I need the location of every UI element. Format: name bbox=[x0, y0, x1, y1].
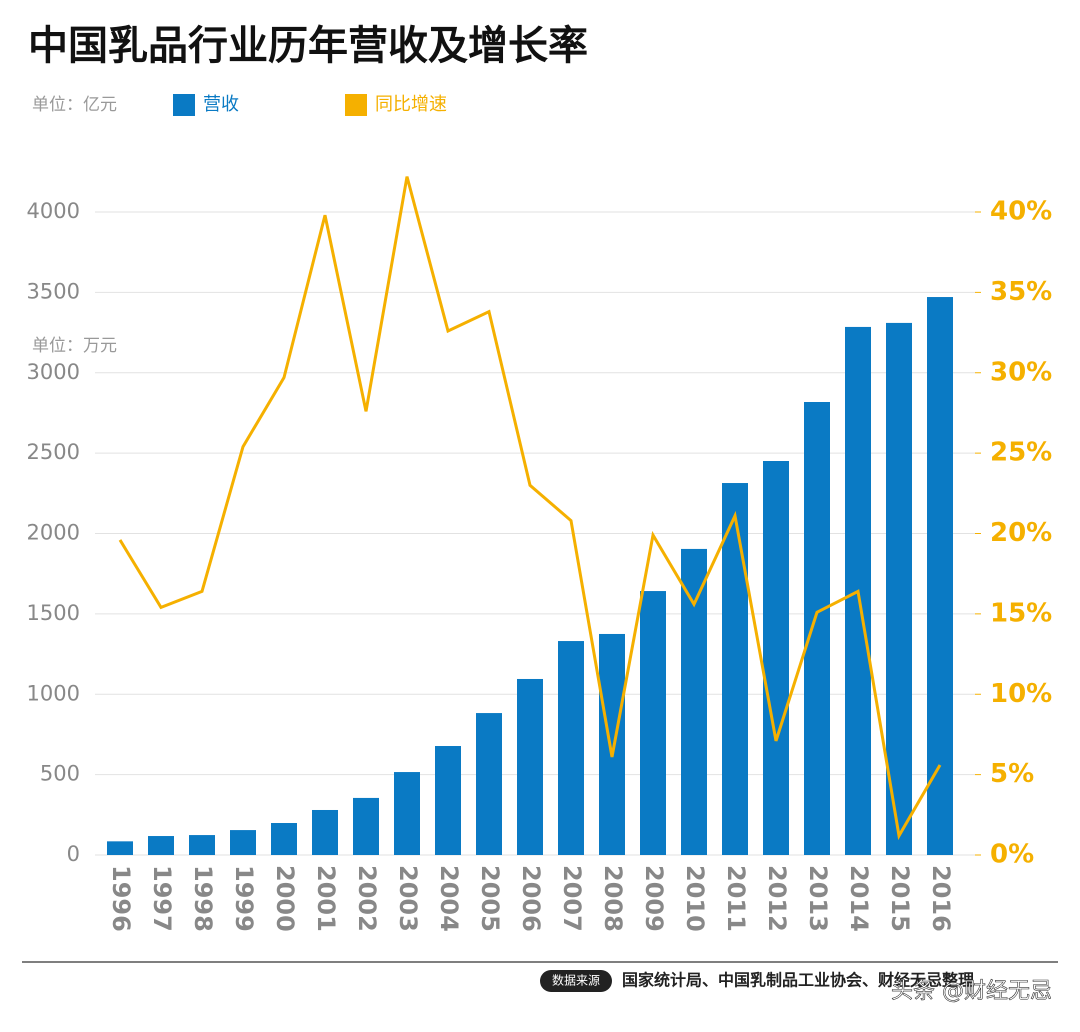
bar bbox=[681, 548, 707, 855]
x-tick-label: 1997 bbox=[148, 865, 176, 932]
x-tick-label: 2011 bbox=[722, 865, 750, 932]
bar bbox=[640, 591, 666, 855]
bar bbox=[476, 713, 502, 855]
bar bbox=[722, 483, 748, 855]
y-tick-label: 3500 bbox=[27, 279, 80, 303]
legend-swatch bbox=[345, 94, 367, 116]
bar bbox=[148, 836, 174, 855]
x-tick-label: 2005 bbox=[476, 865, 504, 932]
unit-label: 单位：万元 bbox=[32, 336, 117, 356]
legend-label: 营收 bbox=[203, 94, 239, 115]
bar bbox=[189, 835, 215, 855]
legend-label: 同比增速 bbox=[375, 94, 447, 115]
bar bbox=[107, 841, 133, 855]
x-tick-label: 2000 bbox=[271, 865, 299, 932]
bar bbox=[230, 830, 256, 855]
bar bbox=[312, 809, 338, 855]
unit-label: 单位：亿元 bbox=[32, 95, 117, 115]
watermark: 头条 @财经无忌 bbox=[891, 979, 1052, 1004]
badge: 数据来源 bbox=[552, 973, 600, 988]
x-tick-label: 2010 bbox=[681, 865, 709, 932]
x-tick-label: 1996 bbox=[107, 865, 135, 932]
y2-tick-label: 20% bbox=[990, 518, 1052, 548]
bar bbox=[763, 461, 789, 855]
bar bbox=[353, 797, 379, 855]
x-tick-label: 2004 bbox=[435, 865, 463, 932]
y-tick-label: 500 bbox=[40, 762, 80, 786]
chart-title: 中国乳品行业历年营收及增长率 bbox=[28, 23, 588, 69]
y-tick-label: 2500 bbox=[27, 440, 80, 464]
y-tick-label: 3000 bbox=[27, 360, 80, 384]
badge-bg bbox=[540, 970, 612, 992]
bar bbox=[517, 678, 543, 855]
x-tick-label: 1998 bbox=[189, 865, 217, 932]
y2-tick-label: 35% bbox=[990, 277, 1052, 307]
y2-tick-label: 5% bbox=[990, 759, 1034, 789]
x-tick-label: 2007 bbox=[558, 865, 586, 932]
y2-tick-label: 0% bbox=[990, 840, 1034, 870]
x-tick-label: 2012 bbox=[763, 865, 791, 932]
x-tick-label: 2008 bbox=[599, 865, 627, 932]
legend-swatch bbox=[173, 94, 195, 116]
y2-tick-label: 15% bbox=[990, 598, 1052, 628]
y-tick-label: 4000 bbox=[27, 199, 80, 223]
x-tick-label: 2003 bbox=[394, 865, 422, 932]
x-tick-label: 2014 bbox=[845, 865, 873, 932]
x-tick-label: 2013 bbox=[804, 865, 832, 932]
y-tick-label: 1500 bbox=[27, 601, 80, 625]
bar bbox=[886, 322, 912, 856]
x-tick-label: 1999 bbox=[230, 865, 258, 932]
y-tick-label: 2000 bbox=[27, 521, 80, 545]
x-tick-label: 2015 bbox=[886, 865, 914, 932]
bar bbox=[599, 633, 625, 855]
x-tick-label: 2006 bbox=[517, 865, 545, 932]
y-tick-label: 1000 bbox=[27, 681, 80, 705]
x-tick-label: 2016 bbox=[927, 865, 955, 932]
y2-tick-label: 10% bbox=[990, 679, 1052, 709]
y-tick-label: 0 bbox=[67, 842, 80, 866]
y2-tick-label: 40% bbox=[990, 197, 1052, 227]
x-tick-label: 2002 bbox=[353, 865, 381, 932]
bar bbox=[927, 297, 953, 855]
bar bbox=[394, 772, 420, 855]
line bbox=[118, 176, 942, 841]
source: 国家统计局、中国乳制品工业协会、财经无忌整理 bbox=[622, 971, 974, 990]
bar bbox=[271, 823, 297, 855]
bar bbox=[804, 402, 830, 855]
bar bbox=[435, 746, 461, 855]
y2-tick-label: 25% bbox=[990, 438, 1052, 468]
x-tick-label: 2001 bbox=[312, 865, 340, 932]
bar bbox=[558, 641, 584, 855]
x-tick-label: 2009 bbox=[640, 865, 668, 932]
y2-tick-label: 30% bbox=[990, 357, 1052, 387]
